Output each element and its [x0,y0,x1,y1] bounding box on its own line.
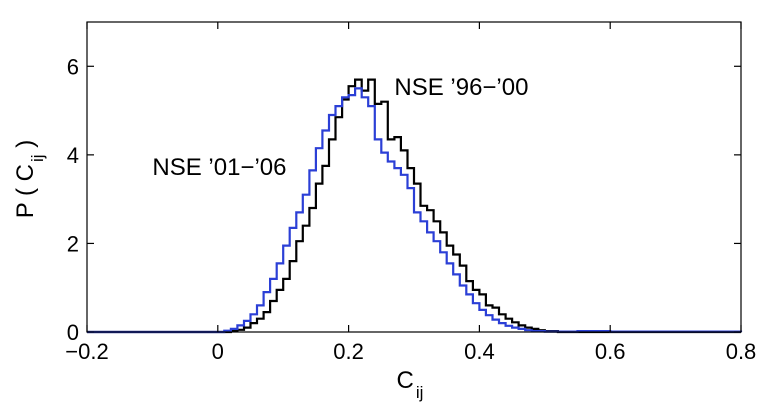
plot-frame [86,21,742,333]
x-tick-label: 0.6 [595,339,626,364]
series-line-0 [87,78,741,334]
y-tick-label: 6 [67,54,79,79]
y-axis-label-suffix: ) [12,140,39,155]
series-line-1 [87,87,743,334]
y-tick-label: 0 [67,320,79,345]
y-axis-label-prefix: P ( C [12,164,39,218]
x-tick-label: 0.8 [726,339,757,364]
annotation-nse-01-06: NSE ’01−’06 [152,154,286,181]
x-axis-label-main: C [397,367,414,394]
y-axis-label: P ( C ij ) [12,140,47,218]
x-tick-label: −0.2 [65,339,108,364]
x-tick-label: 0 [212,339,224,364]
y-tick-label: 2 [67,231,79,256]
x-tick-label: 0.4 [464,339,495,364]
y-tick-label: 4 [67,143,79,168]
x-axis-label-subscript: ij [416,383,424,402]
y-axis-label-subscript: ij [28,154,47,162]
annotation-nse-96-00: NSE ’96−’00 [394,74,528,101]
x-tick-label: 0.2 [333,339,364,364]
